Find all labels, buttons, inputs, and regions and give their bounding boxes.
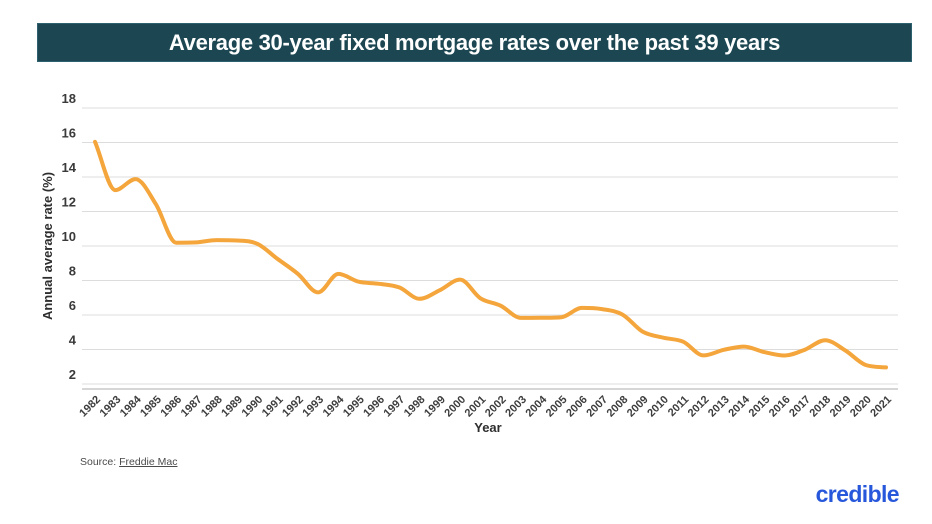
x-axis-title: Year xyxy=(474,420,501,435)
x-tick-label: 2006 xyxy=(564,394,590,420)
y-tick-label: 6 xyxy=(69,298,76,313)
x-tick-label: 1982 xyxy=(77,394,103,420)
x-tick-label: 2004 xyxy=(524,393,550,419)
source-link-freddie-mac[interactable]: Freddie Mac xyxy=(119,456,178,468)
x-tick-labels: 1982198319841985198619871988198919901991… xyxy=(77,393,894,419)
y-axis-title: Annual average rate (%) xyxy=(40,172,55,320)
rate-line-series xyxy=(93,139,888,370)
source-line: Source: Freddie Mac xyxy=(80,456,177,468)
y-tick-label: 18 xyxy=(62,91,76,106)
x-tick-label: 1996 xyxy=(361,394,387,420)
credible-logo: credible xyxy=(815,481,900,507)
y-tick-label: 10 xyxy=(62,229,76,244)
x-tick-label: 1989 xyxy=(219,394,245,420)
y-tick-label: 2 xyxy=(69,367,76,382)
x-tick-label: 1988 xyxy=(199,394,225,420)
x-tick-label: 2017 xyxy=(787,394,813,420)
x-tick-label: 2019 xyxy=(828,394,854,420)
x-tick-label: 2018 xyxy=(807,394,833,420)
gridlines xyxy=(82,107,898,385)
x-tick-label: 2000 xyxy=(442,394,468,420)
y-tick-labels: 2 4 6 8 10 12 14 16 18 xyxy=(62,91,77,382)
x-tick-label: 2020 xyxy=(848,394,874,420)
x-tick-label: 1991 xyxy=(260,394,286,420)
source-label: Source: xyxy=(80,456,117,468)
x-tick-label: 2013 xyxy=(706,394,732,420)
x-tick-label: 1992 xyxy=(280,394,306,420)
x-tick-label: 2021 xyxy=(868,394,894,420)
y-tick-label: 4 xyxy=(69,333,77,348)
x-tick-label: 1993 xyxy=(300,394,326,420)
x-tick-label: 2005 xyxy=(544,394,570,420)
chart-title: Average 30-year fixed mortgage rates ove… xyxy=(168,29,781,55)
x-tick-label: 1984 xyxy=(118,393,144,419)
x-tick-label: 1987 xyxy=(179,394,205,420)
x-tick-label: 1994 xyxy=(321,393,347,419)
x-tick-label: 2002 xyxy=(483,394,509,420)
x-tick-label: 2009 xyxy=(625,394,651,420)
x-tick-label: 1998 xyxy=(402,394,428,420)
x-tick-label: 1986 xyxy=(158,394,184,420)
x-tick-label: 2003 xyxy=(503,394,529,420)
x-tick-label: 2010 xyxy=(645,394,671,420)
y-tick-label: 14 xyxy=(62,160,77,175)
x-tick-label: 2015 xyxy=(747,394,773,420)
y-tick-label: 12 xyxy=(62,195,76,210)
x-tick-label: 2016 xyxy=(767,394,793,420)
x-tick-label: 1990 xyxy=(240,394,266,420)
x-tick-label: 1999 xyxy=(422,394,448,420)
chart-title-bar: Average 30-year fixed mortgage rates ove… xyxy=(37,23,912,62)
x-tick-label: 1985 xyxy=(138,394,164,420)
x-tick-label: 1997 xyxy=(382,394,408,420)
x-tick-label: 2012 xyxy=(686,394,712,420)
x-tick-label: 1995 xyxy=(341,394,367,420)
x-tick-label: 2007 xyxy=(584,394,610,420)
y-tick-label: 16 xyxy=(62,126,76,141)
x-tick-label: 1983 xyxy=(98,394,124,420)
y-tick-label: 8 xyxy=(69,264,76,279)
x-tick-label: 2014 xyxy=(726,393,752,419)
x-tick-label: 2001 xyxy=(463,394,489,420)
x-tick-label: 2008 xyxy=(605,394,631,420)
x-tick-label: 2011 xyxy=(666,394,691,419)
